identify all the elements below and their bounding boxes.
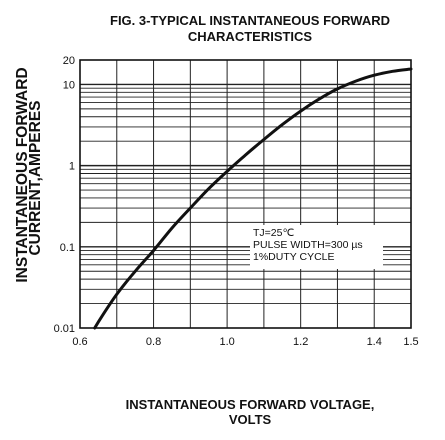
x-tick-label: 1.5	[403, 336, 418, 348]
chart-title-line2: CHARACTERISTICS	[187, 29, 313, 44]
x-tick-label: 1.2	[293, 336, 308, 348]
plot-frame	[79, 59, 412, 329]
forward-characteristic-curve	[93, 67, 413, 330]
chart-title-line1: FIG. 3-TYPICAL INSTANTANEOUS FORWARD	[110, 13, 390, 28]
y-tick-label: 20	[63, 55, 75, 67]
y-tick-label: 0.01	[54, 323, 75, 335]
annotation-duty-cycle: 1%DUTY CYCLE	[253, 251, 335, 263]
x-tick-label: 0.8	[146, 336, 161, 348]
annotation-pulse-width: PULSE WIDTH=300 µs	[253, 239, 363, 251]
x-axis-label-line2: VOLTS	[228, 412, 272, 427]
y-tick-label: 10	[63, 79, 75, 91]
x-tick-label: 1.4	[367, 336, 382, 348]
annotation-temperature: TJ=25℃	[253, 227, 295, 239]
x-axis-label-line1: INSTANTANEOUS FORWARD VOLTAGE,	[125, 397, 375, 412]
y-tick-label: 1	[69, 161, 75, 173]
x-tick-label: 1.0	[219, 336, 234, 348]
legend-annotation-box: TJ=25℃ PULSE WIDTH=300 µs 1%DUTY CYCLE	[250, 225, 383, 269]
y-tick-label: 0.1	[60, 242, 75, 254]
x-tick-label: 0.6	[72, 336, 87, 348]
